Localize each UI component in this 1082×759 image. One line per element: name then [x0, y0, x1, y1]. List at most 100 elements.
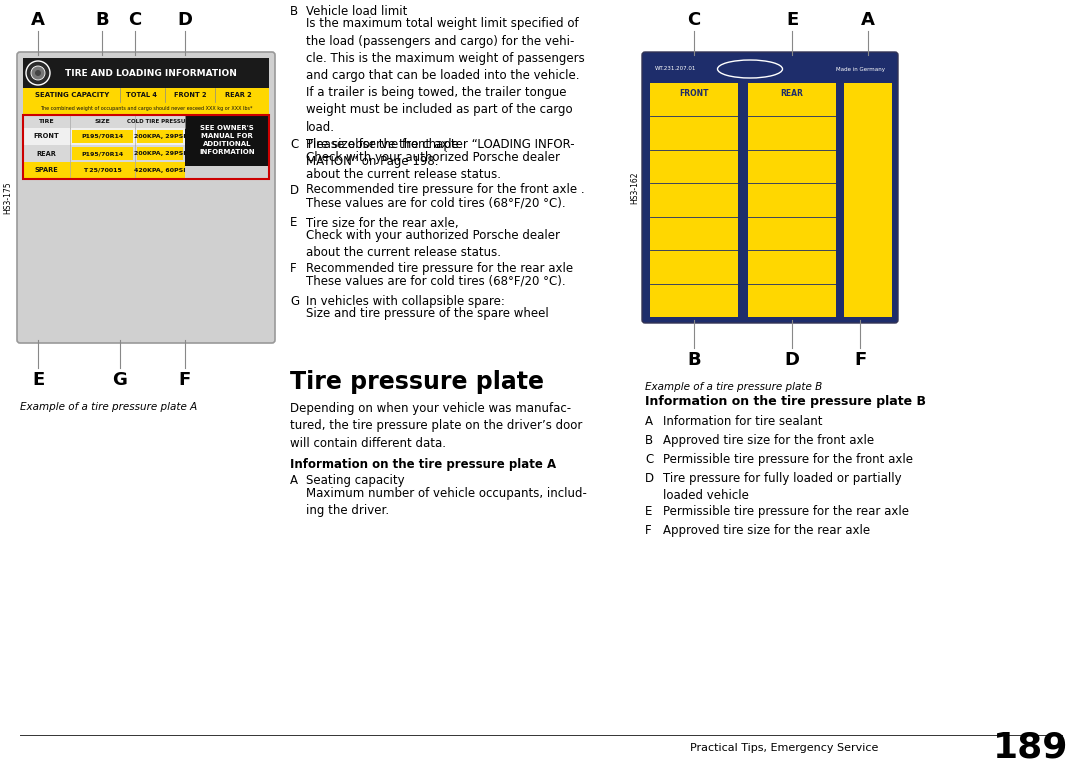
Text: Tire size for the front axle: Tire size for the front axle — [306, 138, 459, 151]
Text: E: E — [290, 216, 298, 229]
Text: E: E — [645, 505, 652, 518]
Text: P195/70R14: P195/70R14 — [81, 134, 123, 139]
Bar — [844, 83, 892, 317]
Text: A: A — [31, 11, 45, 29]
Text: SEATING CAPACITY: SEATING CAPACITY — [35, 92, 109, 98]
Text: Example of a tire pressure plate B: Example of a tire pressure plate B — [645, 382, 822, 392]
Bar — [72, 130, 133, 143]
Text: Information on the tire pressure plate A: Information on the tire pressure plate A — [290, 458, 556, 471]
Text: Check with your authorized Porsche dealer
about the current release status.: Check with your authorized Porsche deale… — [306, 229, 560, 260]
Text: E: E — [786, 11, 799, 29]
Text: Approved tire size for the rear axle: Approved tire size for the rear axle — [663, 524, 870, 537]
Text: Tire size for the rear axle,: Tire size for the rear axle, — [306, 216, 459, 229]
Text: These values are for cold tires (68°F/20 °C).: These values are for cold tires (68°F/20… — [306, 275, 566, 288]
Text: Recommended tire pressure for the front axle .: Recommended tire pressure for the front … — [306, 184, 584, 197]
Text: B: B — [95, 11, 109, 29]
Text: A: A — [861, 11, 875, 29]
Text: Maximum number of vehicle occupants, includ-
ing the driver.: Maximum number of vehicle occupants, inc… — [306, 487, 586, 517]
Text: C: C — [290, 138, 299, 151]
Bar — [650, 83, 738, 317]
Text: C: C — [129, 11, 142, 29]
FancyBboxPatch shape — [17, 52, 275, 343]
Text: In vehicles with collapsible spare:: In vehicles with collapsible spare: — [306, 295, 505, 308]
Circle shape — [35, 70, 41, 76]
Text: SPARE: SPARE — [35, 168, 57, 174]
Text: P195/70R14: P195/70R14 — [81, 151, 123, 156]
Circle shape — [26, 61, 50, 85]
Bar — [72, 147, 133, 160]
Text: G: G — [113, 371, 128, 389]
Text: REAR 2: REAR 2 — [225, 92, 251, 98]
Bar — [23, 102, 269, 115]
Text: REAR: REAR — [36, 150, 56, 156]
Text: F: F — [854, 351, 866, 369]
Text: B: B — [290, 5, 299, 18]
Text: TIRE AND LOADING INFORMATION: TIRE AND LOADING INFORMATION — [65, 68, 237, 77]
Text: 420KPA, 60PSI: 420KPA, 60PSI — [134, 168, 186, 173]
Text: A: A — [290, 474, 298, 487]
FancyBboxPatch shape — [642, 52, 898, 323]
Text: Example of a tire pressure plate A: Example of a tire pressure plate A — [19, 402, 197, 412]
Bar — [23, 115, 269, 179]
Text: TIRE: TIRE — [38, 119, 54, 124]
Text: D: D — [645, 472, 655, 485]
Text: 189: 189 — [992, 731, 1068, 759]
Text: Tire pressure plate: Tire pressure plate — [290, 370, 544, 394]
Text: HS3-175: HS3-175 — [3, 181, 13, 214]
Text: Tire pressure for fully loaded or partially
loaded vehicle: Tire pressure for fully loaded or partia… — [663, 472, 901, 502]
Text: F: F — [179, 371, 192, 389]
Text: Information on the tire pressure plate B: Information on the tire pressure plate B — [645, 395, 926, 408]
Text: B: B — [687, 351, 701, 369]
Text: TOTAL 4: TOTAL 4 — [127, 92, 158, 98]
Circle shape — [31, 66, 45, 80]
Text: Depending on when your vehicle was manufac-
tured, the tire pressure plate on th: Depending on when your vehicle was manuf… — [290, 402, 582, 450]
Bar — [23, 58, 269, 88]
Bar — [137, 130, 183, 143]
Text: These values are for cold tires (68°F/20 °C).: These values are for cold tires (68°F/20… — [306, 196, 566, 209]
Text: E: E — [31, 371, 44, 389]
Text: Is the maximum total weight limit specified of
the load (passengers and cargo) f: Is the maximum total weight limit specif… — [306, 17, 584, 168]
Bar — [23, 162, 185, 179]
Bar — [23, 115, 269, 128]
Text: REAR: REAR — [780, 89, 804, 97]
Bar — [72, 164, 133, 177]
Bar — [23, 128, 185, 145]
Text: Size and tire pressure of the spare wheel: Size and tire pressure of the spare whee… — [306, 307, 549, 320]
Text: SEE OWNER'S
MANUAL FOR
ADDITIONAL
INFORMATION: SEE OWNER'S MANUAL FOR ADDITIONAL INFORM… — [199, 125, 255, 156]
Text: G: G — [290, 295, 299, 308]
Text: Approved tire size for the front axle: Approved tire size for the front axle — [663, 434, 874, 447]
Text: Recommended tire pressure for the rear axle: Recommended tire pressure for the rear a… — [306, 262, 573, 275]
Text: B: B — [645, 434, 654, 447]
Text: The combined weight of occupants and cargo should never exceed XXX kg or XXX lbs: The combined weight of occupants and car… — [40, 106, 252, 111]
Text: Information for tire sealant: Information for tire sealant — [663, 415, 822, 428]
Text: C: C — [645, 453, 654, 466]
Bar — [185, 115, 269, 166]
Text: Made in Germany: Made in Germany — [836, 67, 885, 71]
Bar — [748, 83, 836, 317]
Text: COLD TIRE PRESSURE: COLD TIRE PRESSURE — [127, 119, 194, 124]
Text: SIZE: SIZE — [94, 119, 110, 124]
Text: Vehicle load limit: Vehicle load limit — [306, 5, 408, 18]
Text: FRONT: FRONT — [679, 89, 709, 97]
Text: A: A — [645, 415, 654, 428]
Text: Practical Tips, Emergency Service: Practical Tips, Emergency Service — [690, 743, 879, 753]
Text: HS3-162: HS3-162 — [631, 172, 639, 203]
Text: F: F — [645, 524, 651, 537]
Text: Seating capacity: Seating capacity — [306, 474, 405, 487]
Text: D: D — [177, 11, 193, 29]
Text: Check with your authorized Porsche dealer
about the current release status.: Check with your authorized Porsche deale… — [306, 150, 560, 181]
Text: FRONT: FRONT — [34, 134, 58, 140]
Bar — [648, 58, 892, 80]
Text: D: D — [290, 184, 299, 197]
Text: WT.231.207.01: WT.231.207.01 — [655, 67, 697, 71]
Text: 200KPA, 29PSI: 200KPA, 29PSI — [134, 134, 186, 139]
Bar — [137, 164, 183, 177]
Text: C: C — [687, 11, 701, 29]
Bar — [137, 147, 183, 160]
Text: Permissible tire pressure for the front axle: Permissible tire pressure for the front … — [663, 453, 913, 466]
Text: F: F — [290, 262, 296, 275]
Bar — [23, 88, 269, 102]
Text: T 25/70015: T 25/70015 — [83, 168, 122, 173]
Text: FRONT 2: FRONT 2 — [174, 92, 207, 98]
Text: Permissible tire pressure for the rear axle: Permissible tire pressure for the rear a… — [663, 505, 909, 518]
